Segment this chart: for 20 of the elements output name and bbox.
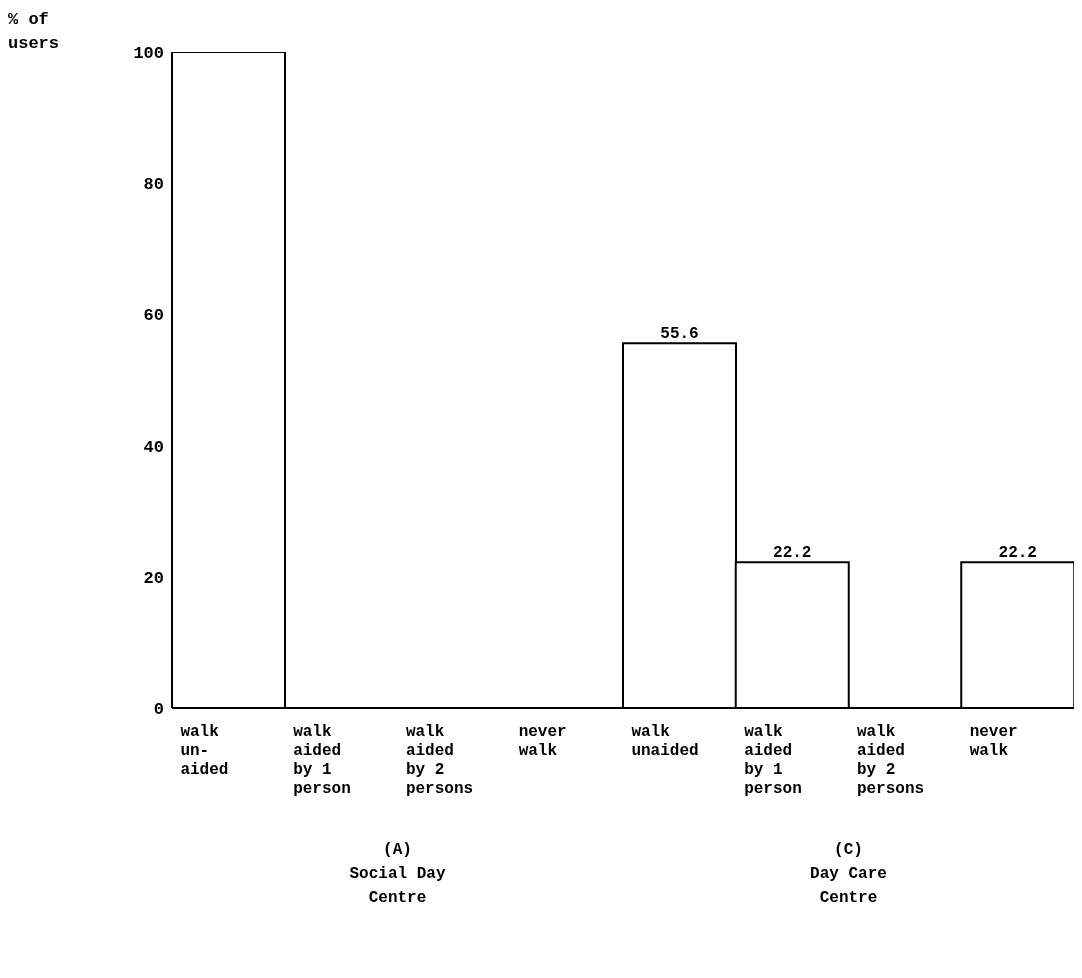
y-tick-label: 0 bbox=[153, 700, 164, 720]
data-label: 55.6 bbox=[660, 325, 699, 344]
x-tick-label: walk aided by 1 person bbox=[744, 723, 802, 798]
x-tick-label: walk aided by 1 person bbox=[293, 723, 351, 798]
y-tick-label: 20 bbox=[143, 568, 164, 588]
data-label: 22.2 bbox=[998, 544, 1037, 563]
y-axis-title: % of users bbox=[8, 9, 60, 55]
x-tick-label: never walk bbox=[969, 723, 1018, 760]
text: (A) Social Day Centre bbox=[348, 840, 447, 909]
y-tick-label: 100 bbox=[133, 44, 164, 64]
text: (C) Day Care Centre bbox=[809, 840, 888, 909]
data-label: 22.2 bbox=[773, 544, 812, 563]
y-tick-label: 40 bbox=[143, 437, 164, 457]
x-tick-label: walk unaided bbox=[631, 723, 699, 760]
x-tick-label: walk un- aided bbox=[180, 723, 229, 779]
y-tick-label: 60 bbox=[143, 306, 164, 326]
y-tick-label: 80 bbox=[143, 175, 164, 195]
x-tick-label: walk aided by 2 persons bbox=[856, 723, 925, 798]
x-tick-label: walk aided by 2 persons bbox=[405, 723, 474, 798]
x-tick-label: never walk bbox=[518, 723, 567, 760]
